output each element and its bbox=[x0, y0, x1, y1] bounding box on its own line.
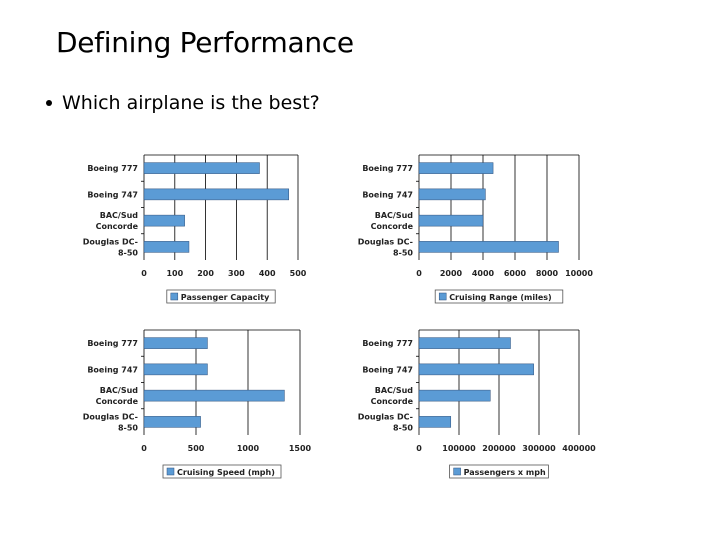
bar-1 bbox=[418, 162, 494, 174]
x-tick-label: 1000 bbox=[237, 444, 260, 453]
bar-2 bbox=[143, 363, 208, 376]
x-tick-label: 500 bbox=[290, 269, 307, 278]
x-tick-label: 300000 bbox=[522, 444, 556, 453]
category-label: Concorde bbox=[371, 397, 414, 406]
x-tick-label: 500 bbox=[188, 444, 205, 453]
category-label: Douglas DC- bbox=[358, 237, 413, 246]
bullet-dot-icon bbox=[46, 100, 52, 106]
legend-label: Cruising Range (miles) bbox=[449, 293, 551, 302]
bar-3 bbox=[418, 389, 491, 402]
bar-1 bbox=[418, 337, 511, 349]
legend-swatch bbox=[166, 467, 175, 476]
x-tick-label: 200000 bbox=[482, 444, 516, 453]
bar-2 bbox=[143, 188, 290, 201]
legend-box bbox=[449, 464, 549, 479]
bar-1 bbox=[143, 162, 260, 174]
legend-swatch bbox=[170, 292, 179, 301]
category-label: BAC/Sud bbox=[375, 386, 414, 395]
chart-cruising-range: Boeing 777 Boeing 747 BAC/Sud Concorde Dougl… bbox=[358, 154, 593, 304]
x-tick-label: 10000 bbox=[565, 269, 593, 278]
bullet-text: Which airplane is the best? bbox=[62, 92, 320, 114]
x-tick-label: 8000 bbox=[536, 269, 559, 278]
category-label: Boeing 777 bbox=[362, 164, 413, 173]
x-tick-label: 6000 bbox=[504, 269, 527, 278]
category-label: Boeing 747 bbox=[362, 190, 413, 199]
bar-2 bbox=[418, 363, 534, 376]
category-label: BAC/Sud bbox=[375, 211, 414, 220]
category-label: 8-50 bbox=[118, 423, 138, 432]
x-tick-label: 0 bbox=[416, 444, 422, 453]
x-tick-label: 1500 bbox=[289, 444, 312, 453]
bar-4 bbox=[143, 241, 190, 253]
x-tick-label: 200 bbox=[197, 269, 214, 278]
slide-title: Defining Performance bbox=[56, 26, 354, 59]
x-tick-label: 100000 bbox=[442, 444, 476, 453]
bar-4 bbox=[143, 416, 201, 428]
x-tick-label: 300 bbox=[228, 269, 245, 278]
legend-label: Passenger Capacity bbox=[181, 293, 270, 302]
category-label: Boeing 747 bbox=[87, 190, 138, 199]
chart-passengers-x-mph: Boeing 777 Boeing 747 BAC/Sud Concorde Dougl… bbox=[358, 329, 596, 479]
legend-label: Cruising Speed (mph) bbox=[177, 468, 275, 477]
bar-4 bbox=[418, 241, 559, 253]
category-label: Douglas DC- bbox=[83, 412, 138, 421]
x-tick-label: 400 bbox=[259, 269, 276, 278]
category-label: BAC/Sud bbox=[100, 211, 139, 220]
x-tick-label: 2000 bbox=[440, 269, 463, 278]
category-label: Boeing 777 bbox=[87, 164, 138, 173]
x-tick-label: 0 bbox=[416, 269, 422, 278]
bar-3 bbox=[143, 214, 185, 227]
bar-2 bbox=[418, 188, 486, 201]
bar-3 bbox=[418, 214, 484, 227]
x-tick-label: 0 bbox=[141, 269, 147, 278]
bar-1 bbox=[143, 337, 208, 349]
legend-box bbox=[166, 289, 276, 304]
bar-4 bbox=[418, 416, 452, 428]
legend-swatch bbox=[453, 467, 461, 476]
category-label: Douglas DC- bbox=[358, 412, 413, 421]
bullet-item: Which airplane is the best? bbox=[46, 92, 320, 114]
category-label: BAC/Sud bbox=[100, 386, 139, 395]
x-tick-label: 400000 bbox=[562, 444, 596, 453]
category-label: Concorde bbox=[371, 222, 414, 231]
legend-swatch bbox=[438, 292, 447, 301]
category-label: Boeing 747 bbox=[87, 365, 138, 374]
x-tick-label: 4000 bbox=[472, 269, 495, 278]
legend-label: Passengers x mph bbox=[464, 468, 546, 477]
category-label: 8-50 bbox=[118, 248, 138, 257]
chart-cruising-speed: Boeing 777 Boeing 747 BAC/Sud Concorde Dougl… bbox=[83, 329, 312, 479]
category-label: Concorde bbox=[96, 397, 139, 406]
category-label: Boeing 777 bbox=[362, 339, 413, 348]
chart-passenger-capacity: Boeing 777 Boeing 747 BAC/Sud Concorde Dougl… bbox=[83, 154, 307, 304]
category-label: 8-50 bbox=[393, 248, 413, 257]
legend-box bbox=[162, 464, 282, 479]
bar-3 bbox=[143, 389, 285, 402]
category-label: 8-50 bbox=[393, 423, 413, 432]
category-label: Boeing 747 bbox=[362, 365, 413, 374]
category-label: Boeing 777 bbox=[87, 339, 138, 348]
category-label: Concorde bbox=[96, 222, 139, 231]
x-tick-label: 0 bbox=[141, 444, 147, 453]
category-label: Douglas DC- bbox=[83, 237, 138, 246]
x-tick-label: 100 bbox=[166, 269, 183, 278]
legend-box bbox=[434, 289, 564, 304]
